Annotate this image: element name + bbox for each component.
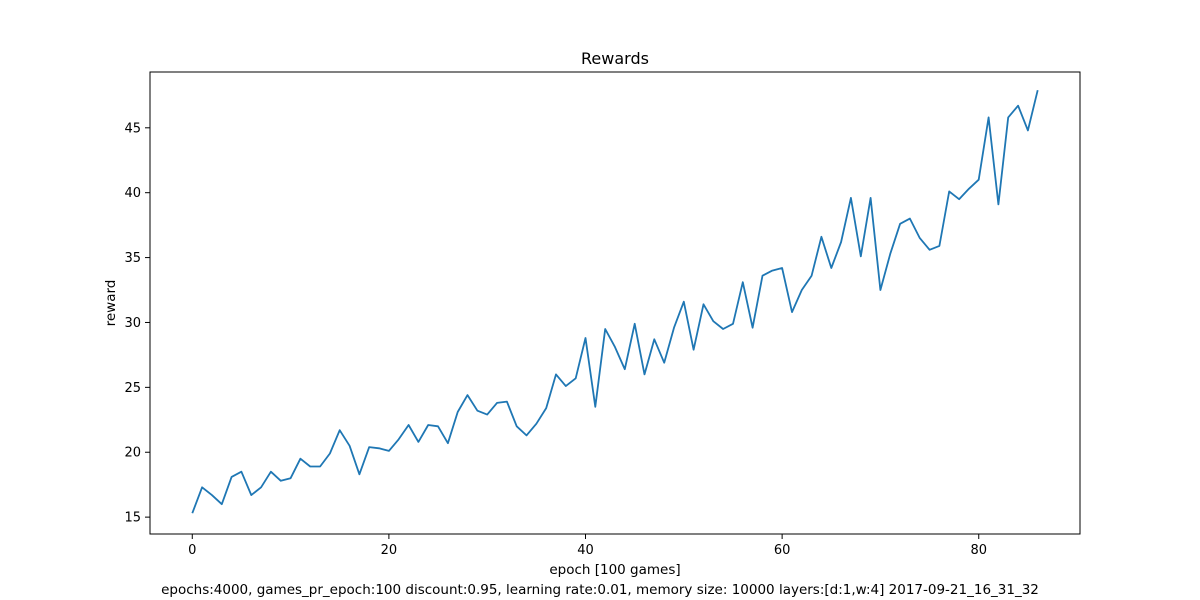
x-tick-label: 0 xyxy=(188,543,196,558)
y-axis-label: reward xyxy=(103,280,119,327)
y-tick-label: 35 xyxy=(124,251,141,266)
series-line xyxy=(191,89,1039,514)
y-tick-label: 20 xyxy=(124,446,141,461)
chart-caption: epochs:4000, games_pr_epoch:100 discount… xyxy=(161,582,1039,598)
plot-area xyxy=(191,89,1039,514)
x-tick-label: 80 xyxy=(970,543,987,558)
x-axis-label: epoch [100 games] xyxy=(549,562,680,578)
y-tick-label: 30 xyxy=(124,316,141,331)
plot-frame xyxy=(149,71,1081,535)
chart-title: Rewards xyxy=(581,49,649,68)
x-tick-label: 40 xyxy=(577,543,594,558)
x-tick-label: 60 xyxy=(774,543,791,558)
y-axis-ticks: 15 20 25 30 35 40 45 xyxy=(124,121,150,526)
x-tick-label: 20 xyxy=(381,543,398,558)
y-tick-label: 45 xyxy=(124,121,141,136)
y-tick-label: 25 xyxy=(124,381,141,396)
y-tick-label: 15 xyxy=(124,511,141,526)
y-tick-label: 40 xyxy=(124,186,141,201)
x-axis-ticks: 0 20 40 60 80 xyxy=(188,534,987,558)
